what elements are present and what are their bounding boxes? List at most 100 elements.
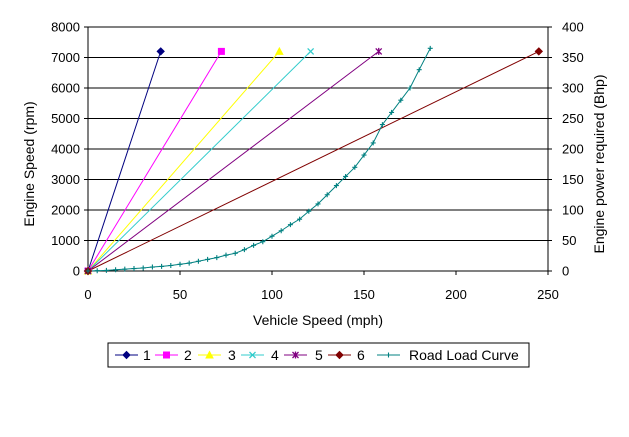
legend-marker-3	[205, 350, 214, 359]
data-point-road-load-curve	[297, 216, 303, 222]
legend-label-1: 1	[143, 347, 151, 363]
legend-label-5: 5	[315, 347, 323, 363]
y-tick-label: 0	[73, 264, 80, 279]
y2-tick-label: 200	[562, 142, 584, 157]
series-line-4	[87, 51, 311, 272]
y-tick-label: 5000	[51, 111, 80, 126]
data-point-road-load-curve	[232, 250, 238, 256]
series-line-1	[87, 51, 162, 272]
series-line-road-load-curve	[87, 48, 431, 272]
y-tick-label: 1000	[51, 233, 80, 248]
y-tick-label: 2000	[51, 203, 80, 218]
x-tick-label: 50	[173, 287, 187, 302]
data-point-road-load-curve	[315, 201, 321, 207]
data-point-2	[217, 47, 225, 55]
data-point-road-load-curve	[251, 242, 257, 248]
legend-label-road-load-curve: Road Load Curve	[409, 347, 519, 363]
x-tick-label: 0	[84, 287, 91, 302]
data-point-road-load-curve	[407, 85, 413, 91]
data-point-road-load-curve	[427, 45, 433, 51]
data-point-road-load-curve	[269, 233, 275, 239]
data-point-road-load-curve	[306, 208, 312, 214]
data-point-road-load-curve	[352, 164, 358, 170]
y-tick-label: 3000	[51, 172, 80, 187]
y-tick-label: 6000	[51, 81, 80, 96]
legend-marker-1	[122, 350, 131, 360]
legend-label-6: 6	[357, 347, 365, 363]
tick-labels: 0100020003000400050006000700080000501001…	[51, 20, 584, 303]
data-point-5	[375, 47, 383, 55]
data-point-road-load-curve	[324, 192, 330, 198]
legend-label-3: 3	[228, 347, 236, 363]
data-point-road-load-curve	[168, 263, 174, 269]
data-point-road-load-curve	[113, 267, 119, 273]
y-tick-label: 4000	[51, 142, 80, 157]
x-tick-label: 100	[261, 287, 283, 302]
data-point-road-load-curve	[287, 222, 293, 228]
data-point-road-load-curve	[177, 261, 183, 267]
legend-label-2: 2	[184, 347, 192, 363]
y2-tick-label: 300	[562, 81, 584, 96]
series-line-3	[87, 51, 280, 272]
data-point-road-load-curve	[241, 247, 247, 253]
legend-label-4: 4	[271, 347, 279, 363]
data-point-road-load-curve	[361, 152, 367, 158]
data-point-road-load-curve	[398, 97, 404, 103]
data-point-road-load-curve	[278, 228, 284, 234]
gridlines	[88, 26, 548, 241]
legend-box	[107, 342, 530, 368]
data-point-road-load-curve	[103, 267, 109, 273]
y2-tick-label: 100	[562, 203, 584, 218]
data-point-4	[307, 47, 315, 55]
y2-tick-label: 350	[562, 50, 584, 65]
data-point-road-load-curve	[131, 266, 137, 272]
data-point-road-load-curve	[260, 239, 266, 245]
y-axis-title: Engine Speed (rpm)	[21, 101, 37, 226]
data-point-road-load-curve	[333, 183, 339, 189]
axes	[84, 26, 552, 275]
series-line-6	[87, 50, 540, 272]
x-tick-label: 150	[353, 287, 375, 302]
y2-tick-label: 250	[562, 111, 584, 126]
y2-axis-title: Engine power required (Bhp)	[591, 75, 607, 254]
x-tick-label: 200	[445, 287, 467, 302]
series-line-2	[87, 51, 222, 272]
x-axis-title: Vehicle Speed (mph)	[253, 312, 383, 328]
y2-tick-label: 150	[562, 172, 584, 187]
y-tick-label: 7000	[51, 50, 80, 65]
data-point-road-load-curve	[205, 256, 211, 262]
data-point-road-load-curve	[343, 173, 349, 179]
legend-marker-2	[163, 351, 170, 359]
data-point-6	[534, 47, 544, 56]
data-point-road-load-curve	[416, 67, 422, 73]
series-line-5	[87, 51, 380, 272]
data-point-road-load-curve	[370, 140, 376, 146]
data-point-road-load-curve	[159, 263, 165, 269]
data-point-road-load-curve	[140, 265, 146, 271]
data-point-road-load-curve	[379, 122, 385, 128]
legend-marker-road-load-curve	[386, 352, 391, 358]
data-point-1	[156, 47, 165, 56]
x-tick-label: 250	[537, 287, 559, 302]
legend-marker-5	[292, 351, 299, 359]
legend: 1 2 3 4 5 6 Road Load Curve	[107, 342, 530, 368]
data-point-road-load-curve	[94, 268, 100, 274]
data-point-road-load-curve	[389, 109, 395, 115]
data-point-road-load-curve	[195, 258, 201, 264]
y2-tick-label: 0	[562, 264, 569, 279]
series-group	[87, 48, 540, 272]
data-point-road-load-curve	[214, 255, 220, 261]
legend-marker-4	[249, 351, 256, 359]
data-point-road-load-curve	[186, 260, 192, 266]
data-point-3	[275, 46, 284, 55]
data-point-road-load-curve	[122, 266, 128, 272]
markers-group	[83, 45, 544, 276]
legend-marker-6	[335, 350, 344, 360]
y2-tick-label: 400	[562, 20, 584, 35]
data-point-road-load-curve	[149, 264, 155, 270]
data-point-road-load-curve	[223, 252, 229, 258]
data-point-road-load-curve	[85, 268, 91, 274]
y-tick-label: 8000	[51, 20, 80, 35]
